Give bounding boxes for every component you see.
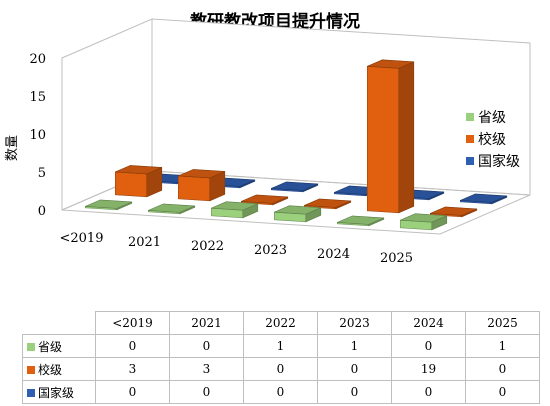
- data-table-body: 省级 0 0 1 1 0 1 校级 3 3 0 0 19 0 国家级 0 0 0 0 0 0: [22, 334, 540, 404]
- bar: [336, 215, 385, 227]
- bar-top: [460, 193, 507, 203]
- bar-front: [178, 175, 211, 202]
- chart-walls: [61, 18, 531, 235]
- bar-top: [430, 206, 477, 216]
- data-table-legend-key: [27, 389, 35, 397]
- data-table-cell: 0: [391, 334, 466, 358]
- back-wall: [151, 18, 531, 196]
- x-tick-label: 2025: [380, 251, 413, 266]
- legend-key: [466, 135, 474, 143]
- bar: [429, 206, 478, 218]
- legend-key: [466, 113, 474, 121]
- data-table-column-header: <2019: [95, 311, 170, 335]
- data-table-row: 校级 3 3 0 0 19 0: [22, 357, 540, 381]
- data-table-cell: 0: [465, 357, 540, 381]
- data-table-cell: 1: [465, 334, 540, 358]
- data-table-cell: 0: [95, 380, 170, 404]
- bar: [366, 59, 415, 214]
- data-table-cell: 0: [169, 380, 244, 404]
- bar-side: [398, 61, 415, 214]
- legend-label: 国家级: [478, 153, 520, 170]
- data-table-cell: 0: [169, 334, 244, 358]
- bar-top: [367, 59, 414, 69]
- data-table-cell: 3: [95, 357, 170, 381]
- bar-top: [211, 201, 258, 211]
- bar-top: [178, 169, 225, 179]
- legend-label: 校级: [478, 131, 506, 148]
- data-table-series-name: 国家级: [38, 385, 75, 400]
- data-table-cell: 0: [391, 380, 466, 404]
- data-table-row-header: 校级: [22, 357, 96, 381]
- bar: [270, 181, 319, 193]
- data-table: <2019 2021 2022 2023 2024 2025 省级 0 0 1 1 0 1 校级 3 3 0 0…: [22, 311, 540, 404]
- data-table-cell: 19: [391, 357, 466, 381]
- data-table-series-name: 省级: [38, 339, 63, 354]
- data-table-column-header: 2022: [243, 311, 318, 335]
- data-table-cell: 0: [243, 380, 318, 404]
- bar: [115, 165, 163, 198]
- bar-front: [115, 171, 148, 198]
- data-table-cell: 0: [465, 380, 540, 404]
- data-table-series-name: 校级: [38, 362, 63, 377]
- bar-top: [241, 194, 288, 204]
- bar-top: [304, 198, 351, 208]
- y-tick-label: 15: [29, 90, 46, 105]
- bar: [273, 205, 322, 223]
- data-table-column-header: 2021: [169, 311, 244, 335]
- bar: [241, 194, 289, 206]
- data-table-cell: 0: [317, 380, 392, 404]
- y-axis-ticks: 0 5 10 15 20: [29, 52, 46, 219]
- data-table-corner: [23, 312, 96, 335]
- bar-top: [274, 205, 321, 215]
- x-axis-ticks: <2019 2021 2022 2023 2024 2025: [60, 231, 414, 266]
- data-table-legend-key: [27, 343, 35, 351]
- bar: [85, 199, 133, 211]
- y-tick-label: 10: [29, 128, 46, 143]
- data-table-cell: 0: [243, 357, 318, 381]
- y-tick-label: 0: [38, 204, 46, 219]
- legend-key: [466, 157, 474, 165]
- bar-top: [115, 165, 162, 175]
- x-tick-label: 2023: [254, 243, 287, 258]
- bar-top: [271, 181, 318, 191]
- bar-top: [85, 199, 132, 209]
- data-table-cell: 0: [317, 357, 392, 381]
- y-tick-label: 5: [38, 166, 46, 181]
- data-table-cell: 3: [169, 357, 244, 381]
- data-table-row: 国家级 0 0 0 0 0 0: [22, 380, 540, 404]
- data-table-column-header: 2025: [465, 311, 540, 335]
- data-table-legend-key: [27, 366, 35, 374]
- bars: [85, 59, 508, 231]
- x-tick-label: 2022: [191, 239, 224, 254]
- bar-top: [337, 215, 384, 225]
- data-table-column-header: 2023: [317, 311, 392, 335]
- x-tick-label: 2021: [128, 235, 161, 250]
- y-axis-label: 数量: [5, 135, 20, 161]
- data-table-cell: 1: [317, 334, 392, 358]
- data-table-cell: 1: [243, 334, 318, 358]
- bar: [459, 193, 508, 205]
- y-tick-label: 20: [29, 52, 46, 67]
- legend-label: 省级: [478, 110, 506, 126]
- data-table-row-header: 省级: [22, 334, 96, 358]
- bar-front: [366, 65, 400, 214]
- data-table-row-header: 国家级: [22, 380, 96, 404]
- bar: [211, 201, 259, 219]
- x-tick-label: 2024: [317, 247, 350, 262]
- bar: [148, 203, 196, 215]
- bar: [303, 198, 352, 210]
- data-table-header-row: <2019 2021 2022 2023 2024 2025: [23, 311, 540, 335]
- data-table-cell: 0: [95, 334, 170, 358]
- bar-top: [400, 213, 447, 223]
- bar: [399, 213, 448, 231]
- data-table-row: 省级 0 0 1 1 0 1: [22, 334, 540, 358]
- data-table-column-header: 2024: [391, 311, 466, 335]
- bar-top: [148, 203, 195, 213]
- x-tick-label: <2019: [60, 231, 104, 246]
- bar: [178, 169, 226, 202]
